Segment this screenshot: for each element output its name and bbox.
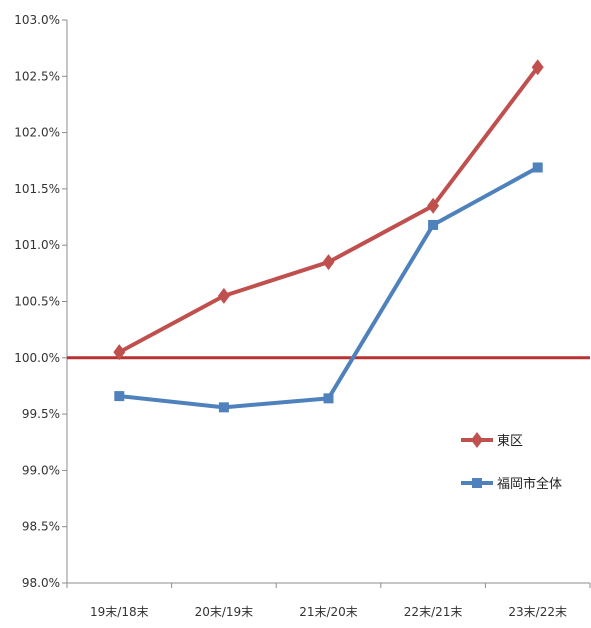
data-point	[114, 391, 125, 402]
data-point	[217, 287, 230, 304]
legend-label: 福岡市全体	[497, 476, 562, 492]
legend-label: 東区	[497, 433, 523, 449]
y-tick-label: 100.5%	[14, 295, 60, 309]
x-tick-label: 19末/18末	[90, 605, 149, 619]
data-point	[531, 59, 544, 76]
data-point	[218, 402, 229, 413]
y-tick-label: 98.5%	[22, 520, 60, 534]
x-axis: 19末/18末 20末/19末 21末/20末 22末/21末 23末/22末	[66, 582, 591, 619]
data-point	[428, 219, 439, 230]
data-point	[113, 344, 126, 361]
y-tick-label: 99.0%	[22, 463, 60, 477]
y-tick-label: 102.5%	[14, 69, 60, 83]
series-group	[113, 59, 544, 413]
data-point	[532, 162, 543, 173]
legend-item: 福岡市全体	[461, 476, 562, 492]
x-tick-label: 20末/19末	[195, 605, 254, 619]
legend-swatch-marker	[471, 432, 483, 448]
y-tick-label: 100.0%	[14, 351, 60, 365]
data-point	[322, 254, 335, 271]
y-tick-label: 101.5%	[14, 182, 60, 196]
legend-swatch-marker	[472, 478, 482, 488]
legend-item: 東区	[461, 432, 523, 449]
series-line	[118, 66, 540, 354]
y-tick-label: 103.0%	[14, 13, 60, 27]
series-0	[113, 59, 544, 361]
y-axis: 98.0% 98.5% 99.0% 99.5% 100.0% 100.5% 101.0% 10…	[14, 13, 68, 590]
series-1	[114, 162, 543, 413]
y-tick-label: 98.0%	[22, 576, 60, 590]
y-tick-label: 99.5%	[22, 407, 60, 421]
x-tick-label: 21末/20末	[299, 605, 358, 619]
y-tick-label: 101.0%	[14, 238, 60, 252]
data-point	[323, 393, 334, 404]
x-tick-label: 22末/21末	[404, 605, 463, 619]
x-tick-label: 23末/22末	[508, 605, 567, 619]
data-point	[427, 197, 440, 214]
y-tick-label: 102.0%	[14, 126, 60, 140]
series-line	[119, 165, 539, 410]
